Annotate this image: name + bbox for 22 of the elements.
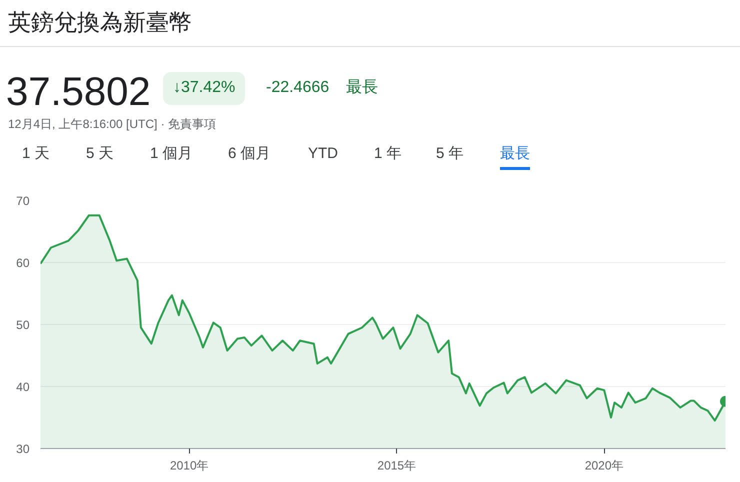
text: 12月4日, 上午8:16:00 [UTC] · 免責事項	[8, 116, 216, 133]
y-tick-label: 50	[16, 318, 30, 332]
text: 最長	[500, 143, 530, 170]
y-tick-label: 60	[16, 256, 30, 270]
x-tick-label: 2020年	[584, 458, 624, 472]
text: 5 天	[86, 144, 114, 164]
chart-title: 英鎊兌換為新臺幣	[8, 8, 192, 37]
text: 6 個月	[228, 144, 271, 164]
text: 1 個月	[150, 144, 193, 164]
x-tick-label: 2015年	[377, 458, 416, 472]
text: 1 年	[374, 144, 402, 164]
text: 5 年	[436, 144, 464, 164]
text: 37.5802	[6, 70, 151, 114]
text: YTD	[308, 144, 338, 164]
x-tick-label: 2010年	[170, 458, 209, 472]
text: 1 天	[22, 144, 50, 164]
y-tick-label: 40	[16, 380, 30, 394]
text: ↓37.42%	[163, 72, 246, 105]
text: 最長	[346, 78, 378, 98]
y-tick-label: 70	[16, 194, 30, 208]
text: -22.4666	[266, 78, 330, 98]
y-tick-label: 30	[16, 442, 30, 456]
